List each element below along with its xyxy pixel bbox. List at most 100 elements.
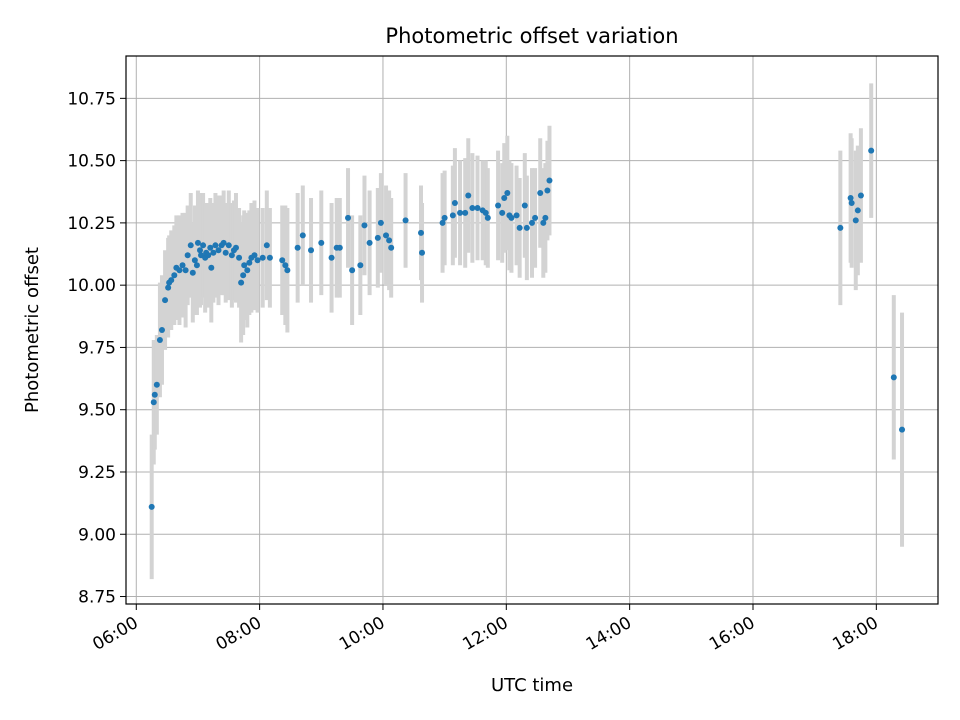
data-point (857, 192, 864, 199)
data-point (165, 284, 172, 291)
data-point (532, 214, 539, 221)
point-layer (148, 147, 906, 510)
data-point (508, 214, 515, 221)
y-axis-ticks: 8.75 9.00 9.25 9.50 9.75 10.00 10.25 10.50 10.75 (67, 89, 126, 608)
y-tick-label: 10.75 (67, 89, 116, 109)
data-point (232, 244, 239, 251)
data-point (439, 219, 446, 226)
data-point (220, 239, 227, 246)
data-point (544, 187, 551, 194)
data-point (244, 267, 251, 274)
data-point (542, 214, 549, 221)
data-point (308, 247, 315, 254)
y-tick-label: 10.50 (67, 152, 116, 172)
data-point (259, 254, 266, 261)
data-point (240, 272, 247, 279)
data-point (374, 234, 381, 241)
data-point (282, 262, 289, 269)
x-axis-title: UTC time (491, 675, 573, 696)
data-point (336, 244, 343, 251)
data-point (279, 257, 286, 264)
data-point (847, 194, 854, 201)
y-axis-title: Photometric offset (22, 247, 43, 413)
data-point (225, 242, 232, 249)
data-point (246, 259, 253, 266)
data-point (546, 177, 553, 184)
data-point (523, 224, 530, 231)
data-point (516, 224, 523, 231)
data-point (349, 267, 356, 274)
data-point (193, 262, 200, 269)
data-point (191, 257, 198, 264)
data-point (852, 217, 859, 224)
data-point (200, 242, 207, 249)
y-tick-label: 10.00 (67, 276, 116, 296)
data-point (238, 279, 245, 286)
data-point (184, 252, 191, 259)
data-point (474, 204, 481, 211)
data-point (299, 232, 306, 239)
data-point (187, 242, 194, 249)
chart-title: Photometric offset variation (385, 24, 678, 48)
data-point (236, 254, 243, 261)
data-point (156, 336, 163, 343)
data-point (168, 277, 175, 284)
data-point (197, 247, 204, 254)
data-point (179, 262, 186, 269)
y-tick-label: 8.75 (78, 588, 116, 608)
data-point (540, 219, 547, 226)
data-point (462, 209, 469, 216)
data-point (328, 254, 335, 261)
y-tick-label: 9.00 (78, 525, 116, 545)
data-point (212, 242, 219, 249)
data-point (469, 204, 476, 211)
data-point (153, 381, 160, 388)
data-point (148, 503, 155, 510)
data-point (266, 254, 273, 261)
data-point (402, 217, 409, 224)
data-point (451, 199, 458, 206)
data-point (848, 199, 855, 206)
y-tick-label: 9.50 (78, 401, 116, 421)
data-point (171, 272, 178, 279)
data-point (207, 244, 214, 251)
data-point (388, 244, 395, 251)
data-point (361, 222, 368, 229)
data-point (521, 202, 528, 209)
data-point (222, 249, 229, 256)
data-point (854, 207, 861, 214)
data-point (837, 224, 844, 231)
data-point (383, 232, 390, 239)
data-point (210, 249, 217, 256)
data-point (377, 219, 384, 226)
data-point (441, 214, 448, 221)
data-point (345, 214, 352, 221)
data-point (150, 399, 157, 406)
data-point (386, 237, 393, 244)
data-point (251, 252, 258, 259)
data-point (318, 239, 325, 246)
data-point (529, 219, 535, 226)
data-point (484, 214, 491, 221)
plot-frame (125, 55, 939, 605)
data-point (158, 327, 165, 333)
data-point (499, 209, 506, 216)
data-point (284, 267, 291, 274)
data-point (417, 229, 424, 236)
data-point (357, 262, 364, 269)
data-point (513, 212, 520, 219)
data-point (537, 190, 544, 196)
data-point (205, 252, 212, 259)
data-point (504, 190, 511, 196)
data-point (465, 192, 472, 199)
data-point (495, 202, 502, 209)
data-point (457, 209, 464, 216)
data-point (241, 262, 248, 269)
data-point (501, 194, 508, 201)
data-point (182, 267, 189, 274)
data-point (162, 297, 169, 304)
data-point (419, 249, 426, 256)
